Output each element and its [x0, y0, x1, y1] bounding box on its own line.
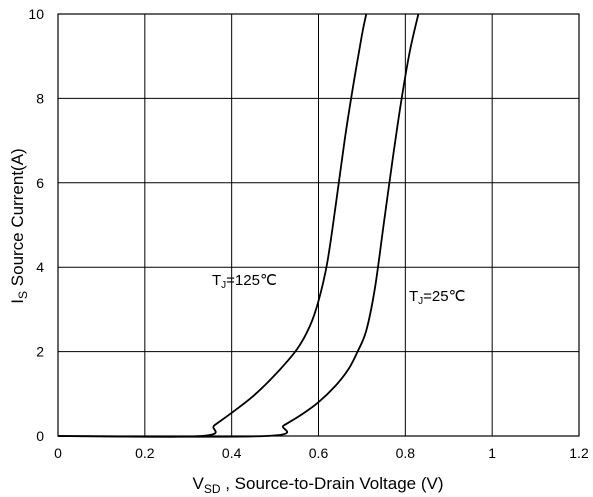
annotation-tj-125: TJ=125℃ [212, 272, 277, 291]
x-tick-label: 0.8 [396, 445, 416, 461]
grid-lines [58, 14, 579, 436]
y-tick-label: 6 [36, 175, 44, 191]
x-tick-label: 0 [54, 445, 62, 461]
x-axis-label-sub: SD [204, 482, 221, 496]
annotation-tj-25: TJ=25℃ [409, 288, 465, 307]
data-curves [57, 13, 420, 438]
annotation-tj-125-main: T [212, 272, 221, 289]
x-tick-label: 1 [488, 445, 496, 461]
annotation-tj-25-sub: J [418, 296, 423, 307]
curve-tj-125 [57, 13, 368, 438]
x-axis-label: VSD , Source-to-Drain Voltage (V) [193, 474, 444, 496]
y-axis-label: IS Source Current(A) [8, 148, 30, 303]
y-axis-label-sub: S [16, 291, 30, 299]
x-tick-label: 0.4 [222, 445, 242, 461]
y-tick-label: 4 [36, 259, 44, 275]
y-tick-labels: 0 2 4 6 8 10 [28, 6, 44, 444]
plot-frame [57, 13, 580, 437]
x-tick-label: 0.6 [309, 445, 329, 461]
annotation-tj-25-rest: =25℃ [423, 288, 465, 305]
annotation-tj-125-sub: J [221, 280, 226, 291]
x-tick-label: 1.2 [569, 445, 589, 461]
y-axis-label-rest: Source Current(A) [8, 148, 27, 291]
y-axis-label-main: I [8, 299, 27, 304]
annotation-tj-125-rest: =125℃ [226, 272, 277, 289]
y-tick-label: 10 [28, 6, 44, 22]
x-tick-labels: 0 0.2 0.4 0.6 0.8 1 1.2 [54, 445, 589, 461]
y-tick-label: 2 [36, 344, 44, 360]
x-axis-label-rest: , Source-to-Drain Voltage (V) [221, 474, 444, 493]
x-axis-label-main: V [193, 474, 205, 493]
x-tick-label: 0.2 [135, 445, 155, 461]
annotation-tj-25-main: T [409, 288, 418, 305]
y-tick-label: 0 [36, 428, 44, 444]
curve-tj-25 [57, 13, 420, 438]
y-tick-label: 8 [36, 90, 44, 106]
